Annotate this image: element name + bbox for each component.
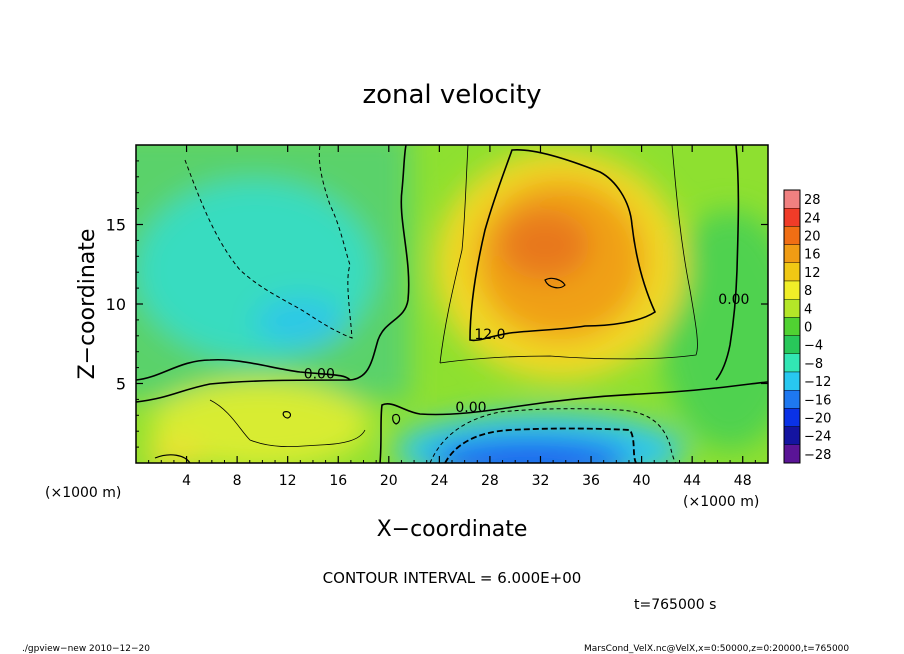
- x-tick-label: 36: [582, 473, 600, 489]
- velocity-field: [136, 145, 768, 463]
- x-tick-label: 20: [380, 473, 398, 489]
- contour-minus-twelve-bottom: [444, 427, 637, 463]
- x-axis: 4 8 12 16 20 24 28 32 36 40 44 48: [148, 145, 756, 489]
- colorbar-swatch: [783, 444, 801, 464]
- contour-zero-right: [715, 145, 740, 381]
- colorbar-swatch: [783, 353, 801, 373]
- x-tick-label: 40: [633, 473, 651, 489]
- colorbar-swatch: [783, 317, 801, 336]
- colorbar-swatch: [783, 335, 801, 355]
- footer-right: MarsCond_VelX.nc@VelX,x=0:50000,z=0:2000…: [584, 644, 849, 654]
- colorbar-label: −20: [804, 412, 831, 427]
- colorbar-label: 4: [804, 302, 812, 317]
- contour-six-left: [209, 399, 366, 448]
- x-tick-label: 4: [182, 473, 191, 489]
- colorbar-label: 16: [804, 248, 821, 263]
- field-right-edge: [660, 210, 768, 450]
- field-negative-core-upper-left-min: [255, 297, 345, 347]
- contour-minus-six-bottom: [429, 408, 677, 463]
- y-tick-label: 15: [106, 216, 126, 235]
- colorbar-label: −4: [804, 339, 823, 354]
- contour-small-loop-1: [544, 277, 566, 289]
- contour-six-jet-outer: [439, 145, 698, 364]
- colorbar-label: −28: [804, 448, 831, 463]
- contour-zero-left-wiggle: [136, 358, 351, 381]
- colorbar-swatch: [783, 371, 801, 391]
- contour-zero-left: [136, 145, 410, 403]
- field-positive-lower-left-inner: [145, 441, 205, 463]
- contour-small-loop-4: [392, 413, 401, 425]
- contours: [136, 145, 768, 463]
- x-tick-label: 28: [481, 473, 499, 489]
- y-tick-label: 5: [116, 375, 126, 394]
- contour-small-loop-3: [282, 411, 292, 419]
- contour-label: 0.00: [718, 292, 749, 308]
- x-axis-label: X−coordinate: [377, 517, 528, 542]
- y-axis: 5 10 15: [106, 160, 768, 448]
- contour-interval-text: CONTOUR INTERVAL = 6.000E+00: [323, 569, 582, 587]
- colorbar-label: −16: [804, 393, 831, 408]
- x-axis-unit-right: (×1000 m): [683, 494, 759, 510]
- plot-area: [136, 145, 768, 463]
- x-tick-label: 8: [233, 473, 242, 489]
- colorbar-swatch: [783, 244, 801, 264]
- contour-label: 12.0: [474, 327, 505, 343]
- x-tick-label: 24: [430, 473, 448, 489]
- field-positive-jet-core: [500, 210, 590, 280]
- field-positive-lower-left: [150, 380, 370, 463]
- colorbar-label: 8: [804, 284, 812, 299]
- y-tick-label: 10: [106, 295, 126, 314]
- colorbar-label: 20: [804, 230, 821, 245]
- x-tick-label: 44: [683, 473, 701, 489]
- colorbar-frame: [783, 189, 801, 464]
- colorbar-label: −24: [804, 430, 831, 445]
- colorbar-label: 0: [804, 321, 812, 336]
- contour-small-loop-2: [154, 454, 191, 463]
- contour-zero-bottom: [379, 381, 768, 463]
- x-tick-label: 48: [734, 473, 752, 489]
- y-axis-label: Z−coordinate: [75, 229, 100, 380]
- contour-label-layer: 0.00 0.00 0.00 12.0: [304, 292, 750, 416]
- colorbar-swatch: [783, 299, 801, 318]
- chart-title: zonal velocity: [362, 80, 541, 110]
- x-tick-label: 16: [329, 473, 347, 489]
- x-axis-unit-left: (×1000 m): [45, 485, 121, 501]
- colorbar-label: 28: [804, 193, 821, 208]
- contour-label: 0.00: [455, 400, 486, 416]
- contour-twelve: [469, 149, 657, 342]
- colorbar-swatch: [783, 426, 801, 446]
- colorbar: 28 24 20 16 12 8 4 0 −4 −8 −12 −16 −20 −24 −28: [783, 189, 831, 464]
- footer-left: ./gpview−new 2010−12−20: [22, 644, 150, 654]
- colorbar-swatch: [783, 390, 801, 409]
- colorbar-swatch: [783, 189, 801, 209]
- colorbar-label: 24: [804, 211, 821, 226]
- x-tick-label: 32: [532, 473, 550, 489]
- colorbar-swatch: [783, 280, 801, 300]
- colorbar-swatch: [783, 408, 801, 427]
- colorbar-swatch: [783, 262, 801, 282]
- colorbar-label: −12: [804, 375, 831, 390]
- colorbar-swatch: [783, 226, 801, 245]
- colorbar-label: 12: [804, 266, 821, 281]
- time-label: t=765000 s: [634, 597, 716, 613]
- contour-label: 0.00: [304, 367, 335, 383]
- colorbar-swatch: [783, 207, 801, 227]
- field-negative-lower: [430, 438, 630, 463]
- x-tick-label: 12: [279, 473, 297, 489]
- contour-minus-six-upper-left: [184, 145, 353, 339]
- colorbar-label: −8: [804, 357, 823, 372]
